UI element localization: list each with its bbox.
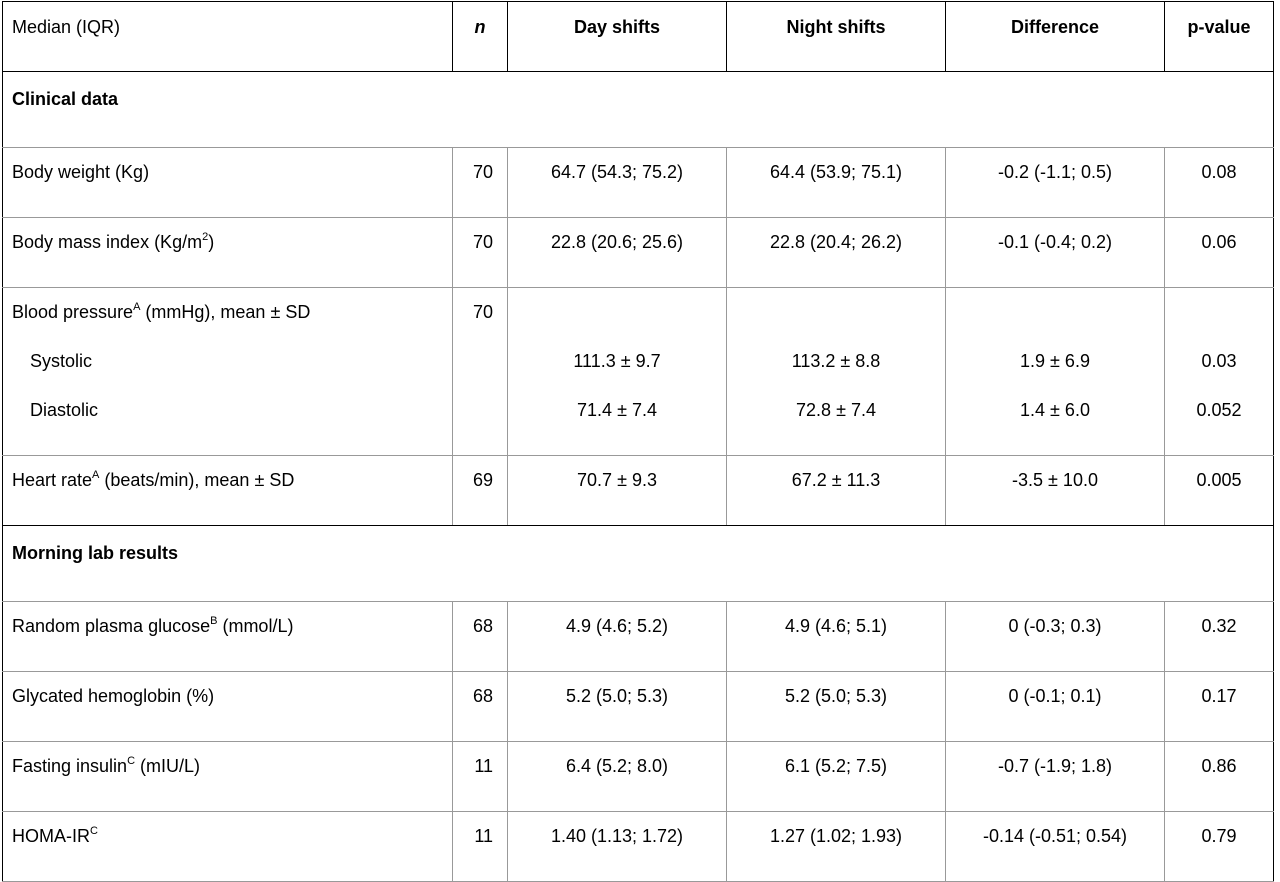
systolic-label: Systolic: [30, 351, 93, 371]
section-title-lab: Morning lab results: [2, 525, 1274, 602]
cell-night: 5.2 (5.0; 5.3): [726, 671, 946, 742]
bp-main-label: Blood pressureA (mmHg), mean ± SD: [12, 301, 452, 350]
cell-n: 69: [452, 455, 508, 526]
cell-difference: 0 (-0.1; 0.1): [945, 671, 1165, 742]
superscript: 2: [202, 231, 209, 243]
cell-n: 68: [452, 601, 508, 672]
row-label: Body weight (Kg): [2, 147, 453, 218]
cell-night: 6.1 (5.2; 7.5): [726, 741, 946, 812]
cell-day: 22.8 (20.6; 25.6): [507, 217, 727, 288]
cell-n: 11: [452, 811, 508, 882]
row-label-end: ): [208, 232, 215, 252]
superscript: A: [133, 301, 141, 313]
diastolic-day: 71.4 ± 7.4: [577, 400, 657, 420]
header-row: Median (IQR) n Day shifts Night shifts D…: [2, 1, 1274, 72]
row-label: Fasting insulinC (mIU/L): [2, 741, 453, 812]
diastolic-label: Diastolic: [30, 400, 99, 420]
superscript: B: [210, 615, 218, 627]
superscript: A: [92, 469, 100, 481]
cell-n: 11: [452, 741, 508, 812]
row-label: Glycated hemoglobin (%): [2, 671, 453, 742]
cell-day: 5.2 (5.0; 5.3): [507, 671, 727, 742]
cell-difference: -0.7 (-1.9; 1.8): [945, 741, 1165, 812]
superscript: C: [127, 755, 136, 767]
cell-night: 113.2 ± 8.8 72.8 ± 7.4: [726, 287, 946, 456]
cell-difference: -0.1 (-0.4; 0.2): [945, 217, 1165, 288]
section-row-lab: Morning lab results: [2, 525, 1274, 602]
row-label-end: (beats/min), mean ± SD: [99, 470, 295, 490]
systolic-night: 113.2 ± 8.8: [791, 351, 881, 371]
row-label-text: HOMA-IR: [12, 826, 90, 846]
header-n: n: [452, 1, 508, 72]
table-row-glucose: Random plasma glucoseB (mmol/L) 68 4.9 (…: [2, 601, 1274, 672]
diastolic-night: 72.8 ± 7.4: [796, 400, 876, 420]
section-row-clinical: Clinical data: [2, 71, 1274, 148]
cell-night: 64.4 (53.9; 75.1): [726, 147, 946, 218]
cell-difference: -3.5 ± 10.0: [945, 455, 1165, 526]
table-row-heart-rate: Heart rateA (beats/min), mean ± SD 69 70…: [2, 455, 1274, 526]
cell-p-value: 0.79: [1164, 811, 1274, 882]
row-label-end: (mmol/L): [217, 616, 294, 636]
header-difference: Difference: [945, 1, 1165, 72]
cell-p-value: 0.005: [1164, 455, 1274, 526]
cell-n: 68: [452, 671, 508, 742]
cell-p-value: 0.86: [1164, 741, 1274, 812]
row-label: Blood pressureA (mmHg), mean ± SD Systol…: [2, 287, 453, 456]
cell-p-value: 0.08: [1164, 147, 1274, 218]
cell-night: 4.9 (4.6; 5.1): [726, 601, 946, 672]
cell-day: 111.3 ± 9.7 71.4 ± 7.4: [507, 287, 727, 456]
cell-difference: 1.9 ± 6.9 1.4 ± 6.0: [945, 287, 1165, 456]
cell-p-value: 0.17: [1164, 671, 1274, 742]
cell-n: 70: [452, 217, 508, 288]
systolic-day: 111.3 ± 9.7: [573, 351, 661, 371]
table-row-homa-ir: HOMA-IRC 11 1.40 (1.13; 1.72) 1.27 (1.02…: [2, 811, 1274, 882]
table-row-bmi: Body mass index (Kg/m2) 70 22.8 (20.6; 2…: [2, 217, 1274, 288]
header-day-shifts: Day shifts: [507, 1, 727, 72]
row-label-text: Random plasma glucose: [12, 616, 211, 636]
diastolic-p-value: 0.052: [1196, 400, 1242, 420]
row-label: Body mass index (Kg/m2): [2, 217, 453, 288]
row-label-end: (mIU/L): [135, 756, 201, 776]
row-label-end: (mmHg), mean ± SD: [140, 302, 311, 322]
systolic-difference: 1.9 ± 6.9: [1020, 351, 1090, 371]
diastolic-difference: 1.4 ± 6.0: [1020, 400, 1090, 420]
cell-day: 6.4 (5.2; 8.0): [507, 741, 727, 812]
cell-difference: 0 (-0.3; 0.3): [945, 601, 1165, 672]
cell-night: 67.2 ± 11.3: [726, 455, 946, 526]
row-label-text: Blood pressure: [12, 302, 134, 322]
row-label: HOMA-IRC: [2, 811, 453, 882]
systolic-p-value: 0.03: [1201, 351, 1237, 371]
header-night-shifts: Night shifts: [726, 1, 946, 72]
row-label-text: Heart rate: [12, 470, 93, 490]
cell-p-value: 0.32: [1164, 601, 1274, 672]
cell-n: 70: [452, 287, 508, 456]
cell-day: 64.7 (54.3; 75.2): [507, 147, 727, 218]
row-label: Heart rateA (beats/min), mean ± SD: [2, 455, 453, 526]
cell-n-value: 70: [472, 302, 493, 322]
cell-difference: -0.14 (-0.51; 0.54): [945, 811, 1165, 882]
table-row-body-weight: Body weight (Kg) 70 64.7 (54.3; 75.2) 64…: [2, 147, 1274, 218]
cell-p-value: 0.03 0.052: [1164, 287, 1274, 456]
table-row-blood-pressure: Blood pressureA (mmHg), mean ± SD Systol…: [2, 287, 1274, 456]
row-label: Random plasma glucoseB (mmol/L): [2, 601, 453, 672]
cell-n: 70: [452, 147, 508, 218]
header-label: Median (IQR): [2, 1, 453, 72]
cell-night: 22.8 (20.4; 26.2): [726, 217, 946, 288]
cell-difference: -0.2 (-1.1; 0.5): [945, 147, 1165, 218]
table-row-insulin: Fasting insulinC (mIU/L) 11 6.4 (5.2; 8.…: [2, 741, 1274, 812]
section-title-clinical: Clinical data: [2, 71, 1274, 148]
table-row-hba1c: Glycated hemoglobin (%) 68 5.2 (5.0; 5.3…: [2, 671, 1274, 742]
superscript: C: [90, 825, 98, 837]
cell-day: 1.40 (1.13; 1.72): [507, 811, 727, 882]
cell-day: 70.7 ± 9.3: [507, 455, 727, 526]
row-label-text: Body mass index (Kg/m: [12, 232, 203, 252]
header-p-value: p-value: [1164, 1, 1274, 72]
cell-p-value: 0.06: [1164, 217, 1274, 288]
cell-night: 1.27 (1.02; 1.93): [726, 811, 946, 882]
cell-day: 4.9 (4.6; 5.2): [507, 601, 727, 672]
row-label-text: Fasting insulin: [12, 756, 128, 776]
